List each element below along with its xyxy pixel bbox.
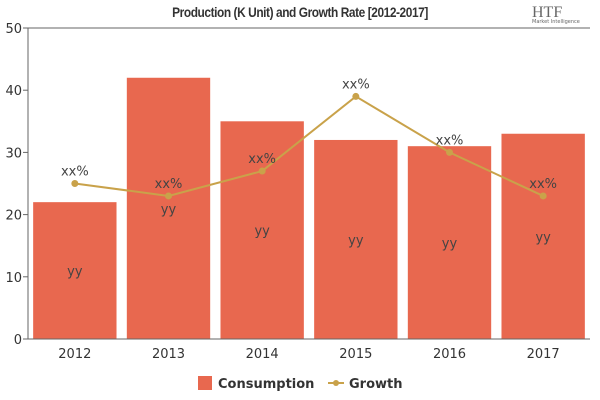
y-tick-label: 10	[5, 271, 22, 286]
x-tick-label: 2016	[433, 347, 466, 362]
growth-line	[74, 95, 544, 197]
legend-growth-label: Growth	[349, 377, 403, 392]
x-tick-label: 2014	[246, 347, 279, 362]
y-tick-label: 30	[5, 146, 22, 161]
bar-label: yy	[535, 230, 551, 245]
y-tick-label: 40	[5, 84, 22, 99]
bar-2015	[314, 139, 398, 339]
growth-label: xx%	[436, 133, 464, 148]
x-tick-label: 2013	[152, 347, 185, 362]
x-tick-label: 2012	[58, 347, 91, 362]
growth-point	[539, 192, 547, 200]
bar-label: yy	[442, 237, 458, 252]
legend-consumption-label: Consumption	[218, 377, 314, 392]
logo-text: HTF	[532, 4, 563, 21]
legend-growth-marker	[333, 380, 339, 386]
growth-label: xx%	[342, 77, 370, 92]
legend-consumption-swatch	[198, 376, 212, 390]
bar-2017	[501, 133, 585, 339]
growth-point	[165, 192, 172, 200]
growth-label: xx%	[529, 177, 557, 192]
bar-label: yy	[254, 224, 270, 239]
growth-label: xx%	[248, 152, 276, 167]
y-tick-label: 0	[14, 333, 22, 348]
growth-point	[352, 92, 360, 100]
growth-point	[446, 148, 453, 156]
growth-label: xx%	[155, 177, 183, 192]
bar-2012	[33, 202, 117, 339]
logo-subtext: Market Intelligence	[532, 19, 580, 25]
y-tick-label: 50	[5, 22, 22, 37]
htf-logo: HTF Market Intelligence	[532, 2, 592, 32]
bar-2013	[126, 77, 211, 339]
bar-2016	[407, 146, 492, 339]
bar-label: yy	[348, 233, 364, 248]
bar-label: yy	[161, 202, 177, 217]
x-tick-label: 2017	[527, 347, 560, 362]
x-tick-label: 2015	[339, 347, 372, 362]
growth-label: xx%	[61, 165, 89, 180]
growth-point	[71, 180, 79, 187]
growth-point	[258, 167, 266, 175]
y-tick-label: 20	[5, 209, 22, 224]
bar-label: yy	[67, 265, 83, 280]
chart-title: Production (K Unit) and Growth Rate [201…	[172, 4, 428, 20]
bar-2014	[220, 121, 304, 339]
